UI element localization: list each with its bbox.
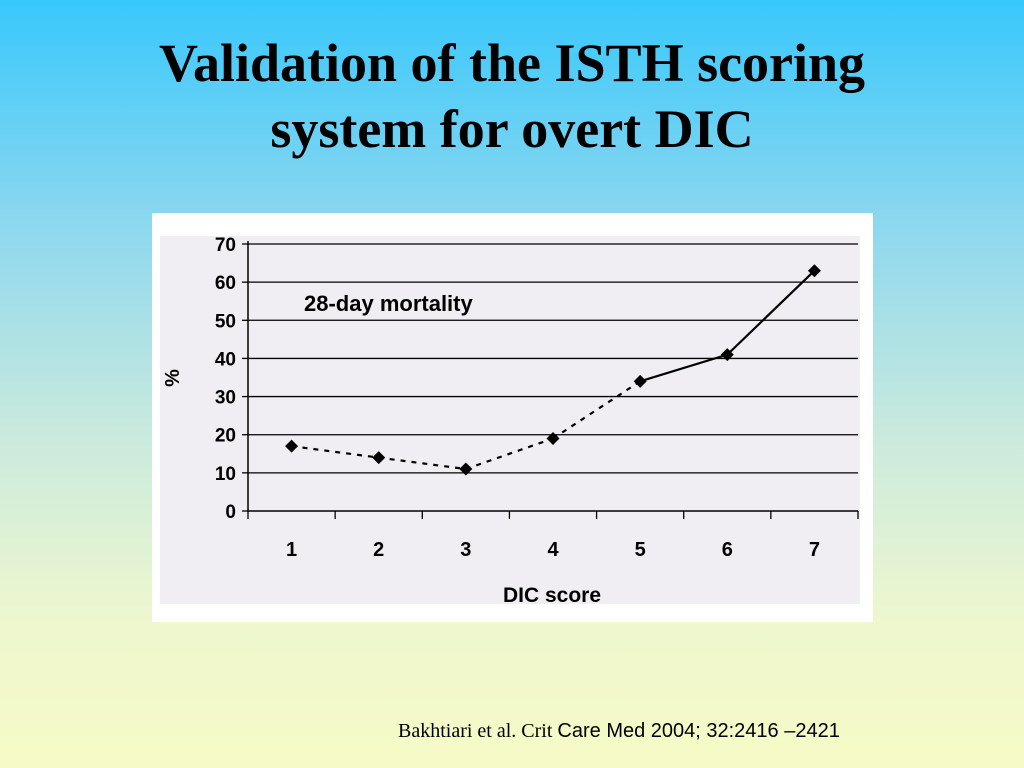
x-tick-label-2: 2 — [373, 539, 384, 561]
y-tick-label: 20 — [215, 426, 236, 447]
data-point-5 — [633, 374, 647, 388]
solid-segment — [726, 269, 816, 356]
data-point-4 — [546, 432, 560, 446]
data-point-2 — [372, 451, 386, 465]
dashed-segment — [378, 456, 467, 471]
grid-lines — [248, 243, 858, 474]
x-tick-label-6: 6 — [722, 539, 733, 561]
chart-annotation: 28-day mortality — [304, 291, 473, 316]
x-tick-label-3: 3 — [460, 539, 471, 561]
y-tick-label: 10 — [215, 464, 236, 485]
y-tick-label: 0 — [225, 502, 236, 523]
slide-title-line-1: Validation of the ISTH scoring — [158, 33, 866, 93]
dashed-segment — [465, 437, 554, 471]
data-point-7 — [807, 264, 821, 278]
data-point-1 — [285, 439, 299, 453]
x-axis-label: DIC score — [503, 584, 601, 607]
dashed-segment — [291, 445, 379, 459]
series-line — [285, 264, 821, 476]
x-tick-label-7: 7 — [809, 539, 820, 561]
citation-authors: Bakhtiari et al. Crit — [398, 720, 558, 742]
x-tick-label-4: 4 — [547, 539, 559, 561]
citation-journal: Care Med 2004; 32:2416 –2421 — [557, 720, 840, 742]
citation: Bakhtiari et al. Crit Care Med 2004; 32:… — [398, 720, 840, 743]
y-tick-label: 60 — [215, 273, 236, 294]
slide-title: Validation of the ISTH scoring system fo… — [0, 30, 1024, 162]
y-tick-label: 30 — [215, 388, 236, 409]
axes — [242, 241, 859, 519]
solid-segment — [639, 353, 728, 383]
y-axis-label: % — [162, 369, 184, 387]
chart-panel: 0 10 20 30 40 50 60 70 1 2 3 4 5 6 7 28-day mortality … — [152, 213, 873, 622]
plot-background — [160, 236, 860, 604]
slide-title-line-2: system for overt DIC — [270, 99, 754, 159]
x-tick-label-1: 1 — [286, 539, 297, 561]
x-tick-label-5: 5 — [635, 539, 646, 561]
y-tick-label: 50 — [215, 311, 236, 332]
y-tick-label: 40 — [215, 349, 236, 370]
data-point-6 — [720, 348, 734, 362]
tick-labels: 0 10 20 30 40 50 60 70 1 2 3 4 5 6 7 — [215, 235, 820, 561]
y-tick-label: 70 — [215, 235, 236, 256]
data-point-3 — [459, 462, 473, 476]
